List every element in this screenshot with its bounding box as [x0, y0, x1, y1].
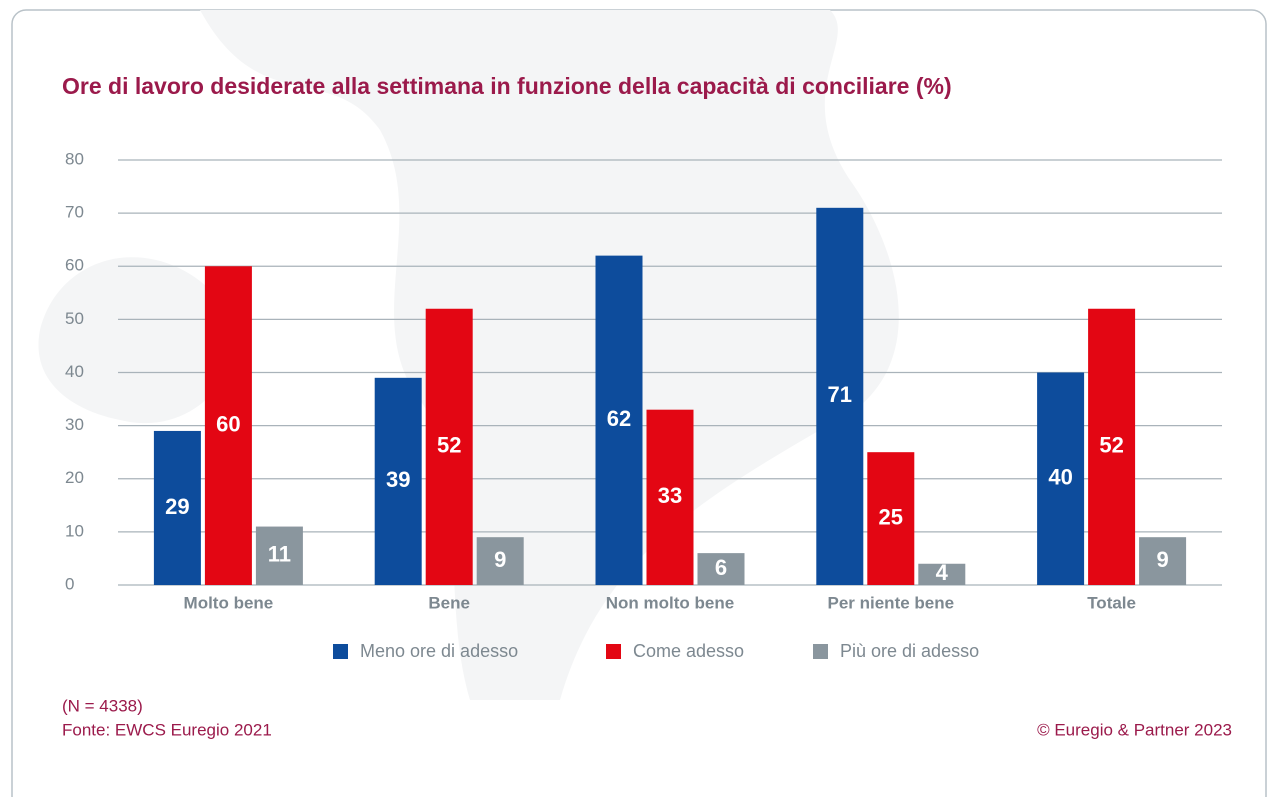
value-label: 71 — [828, 382, 852, 407]
value-label: 40 — [1048, 465, 1072, 490]
y-tick-label: 50 — [65, 309, 84, 328]
y-tick-label: 0 — [65, 574, 74, 593]
value-label: 11 — [268, 542, 291, 567]
y-tick-label: 40 — [65, 362, 84, 381]
chart-title: Ore di lavoro desiderate alla settimana … — [62, 73, 952, 99]
legend-label: Come adesso — [633, 641, 744, 661]
legend-swatch — [333, 644, 348, 659]
y-tick-label: 20 — [65, 468, 84, 487]
value-label: 9 — [494, 547, 506, 572]
x-tick-label: Totale — [1087, 593, 1136, 612]
value-label: 9 — [1156, 547, 1168, 572]
value-label: 4 — [936, 560, 949, 585]
value-label: 52 — [1099, 433, 1123, 458]
x-tick-label: Non molto bene — [606, 593, 734, 612]
value-label: 25 — [879, 504, 903, 529]
legend-label: Meno ore di adesso — [360, 641, 518, 661]
x-tick-label: Per niente bene — [827, 593, 954, 612]
legend-swatch — [606, 644, 621, 659]
legend-swatch — [813, 644, 828, 659]
value-label: 29 — [165, 494, 189, 519]
value-label: 52 — [437, 433, 461, 458]
legend-label: Più ore di adesso — [840, 641, 979, 661]
y-tick-label: 60 — [65, 256, 84, 275]
note: (N = 4338) — [62, 696, 143, 715]
copyright: © Euregio & Partner 2023 — [1037, 720, 1232, 739]
y-tick-label: 30 — [65, 415, 84, 434]
page: {"chart_data": {"type": "bar", "title": … — [0, 0, 1278, 797]
value-label: 33 — [658, 483, 682, 508]
value-label: 62 — [607, 406, 631, 431]
value-label: 6 — [715, 555, 727, 580]
y-tick-label: 80 — [65, 149, 84, 168]
y-tick-label: 10 — [65, 521, 84, 540]
x-tick-label: Molto bene — [184, 593, 274, 612]
x-tick-label: Bene — [428, 593, 470, 612]
source: Fonte: EWCS Euregio 2021 — [62, 720, 272, 739]
y-tick-label: 70 — [65, 203, 84, 222]
value-label: 60 — [216, 411, 240, 436]
chart: Ore di lavoro desiderate alla settimana … — [0, 0, 1278, 797]
value-label: 39 — [386, 467, 410, 492]
